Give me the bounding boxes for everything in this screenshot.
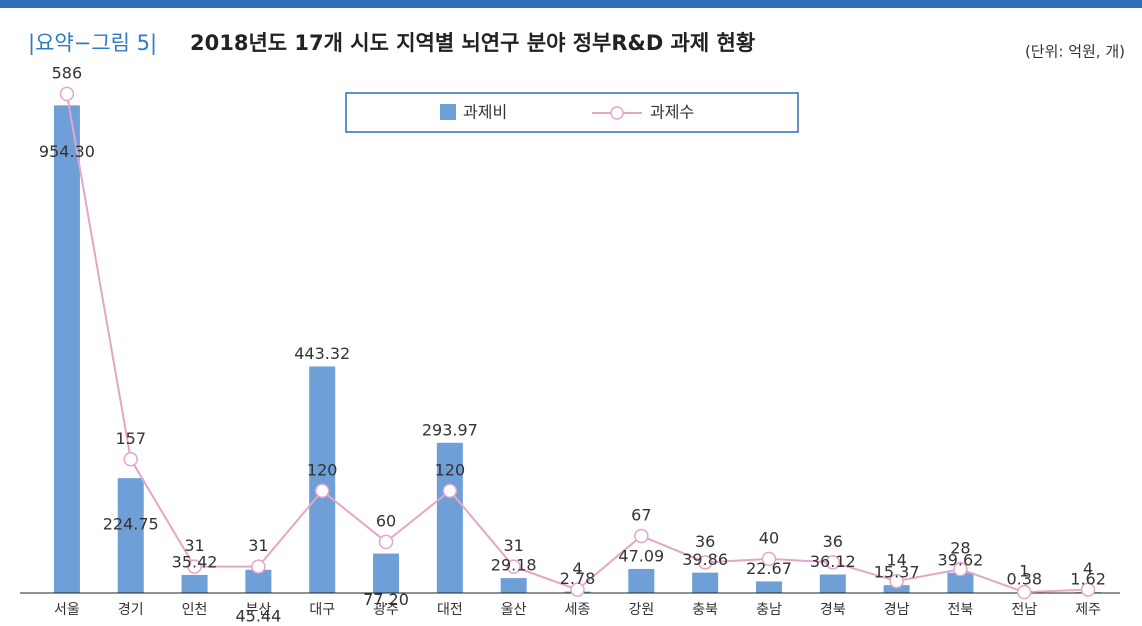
legend-box xyxy=(346,93,798,132)
bar xyxy=(820,575,846,593)
x-tick-label: 충남 xyxy=(756,602,782,618)
bar xyxy=(692,573,718,593)
line-value-label: 120 xyxy=(435,460,466,479)
x-tick-label: 부산 xyxy=(245,602,271,618)
x-tick-label: 충북 xyxy=(692,602,718,618)
line-value-label: 36 xyxy=(695,532,715,551)
line-value-label: 31 xyxy=(503,536,523,555)
figure-label: |요약−그림 5| xyxy=(28,31,157,56)
x-tick-label: 세종 xyxy=(565,602,591,618)
bar-value-label: 224.75 xyxy=(103,515,159,534)
x-tick-label: 경기 xyxy=(118,602,144,618)
line-value-label: 36 xyxy=(823,532,843,551)
bar xyxy=(118,478,144,593)
bar xyxy=(54,105,80,593)
line-value-label: 31 xyxy=(184,536,204,555)
line-marker xyxy=(124,453,137,466)
line-value-label: 28 xyxy=(950,539,970,558)
x-tick-label: 대구 xyxy=(309,602,335,618)
x-tick-label: 대전 xyxy=(437,602,463,618)
bar-value-label: 36.12 xyxy=(810,552,856,571)
x-tick-label: 강원 xyxy=(628,602,654,618)
x-tick-label: 울산 xyxy=(501,602,527,618)
line-marker xyxy=(635,529,648,542)
line-marker xyxy=(60,87,73,100)
x-tick-label: 서울 xyxy=(54,602,80,618)
x-tick-label: 경남 xyxy=(884,602,910,618)
bar-value-label: 22.67 xyxy=(746,559,792,578)
line-value-label: 120 xyxy=(307,460,338,479)
line-value-label: 14 xyxy=(886,551,906,570)
legend-marker xyxy=(611,107,623,119)
line-value-label: 1 xyxy=(1019,562,1029,581)
bar xyxy=(628,569,654,593)
line-value-label: 586 xyxy=(52,63,83,82)
bar xyxy=(373,554,399,593)
line-value-label: 40 xyxy=(759,528,779,547)
legend-swatch xyxy=(440,104,456,120)
line-value-label: 4 xyxy=(1083,559,1093,578)
x-tick-label: 인천 xyxy=(182,602,208,618)
x-tick-label: 전북 xyxy=(948,602,974,618)
bar xyxy=(182,575,208,593)
bar-value-label: 293.97 xyxy=(422,420,478,439)
unit-note: (단위: 억원, 개) xyxy=(1025,43,1125,61)
legend-label: 과제비 xyxy=(463,103,507,122)
line-marker xyxy=(443,484,456,497)
x-tick-label: 전남 xyxy=(1011,602,1037,618)
bar-value-label: 39.86 xyxy=(682,550,728,569)
x-tick-label: 경북 xyxy=(820,602,846,618)
bar-value-label: 29.18 xyxy=(491,556,537,575)
bar xyxy=(756,581,782,593)
top-stripe xyxy=(0,0,1142,8)
line-marker xyxy=(380,535,393,548)
x-tick-label: 제주 xyxy=(1075,602,1101,618)
bar-value-label: 47.09 xyxy=(618,546,664,565)
line-value-label: 67 xyxy=(631,505,651,524)
bar-value-label: 954.30 xyxy=(39,142,95,161)
line-marker xyxy=(316,484,329,497)
line-marker xyxy=(252,560,265,573)
line-value-label: 60 xyxy=(376,511,396,530)
line-value-label: 31 xyxy=(248,536,268,555)
line-value-label: 157 xyxy=(115,429,146,448)
bar xyxy=(309,366,335,593)
bar xyxy=(501,578,527,593)
line-value-label: 4 xyxy=(572,559,582,578)
bar-value-label: 35.42 xyxy=(172,552,218,571)
x-tick-label: 광주 xyxy=(373,602,399,618)
line xyxy=(67,94,1088,592)
bar-value-label: 443.32 xyxy=(294,344,350,363)
legend-label: 과제수 xyxy=(650,103,694,122)
chart-title: 2018년도 17개 시도 지역별 뇌연구 분야 정부R&D 과제 현황 xyxy=(190,31,755,55)
